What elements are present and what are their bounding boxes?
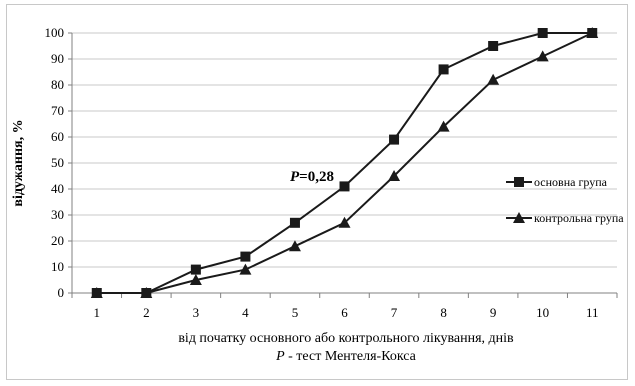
series-2-point-4 bbox=[239, 263, 252, 275]
y-tick-90: 90 bbox=[51, 51, 64, 66]
y-tick-100: 100 bbox=[45, 25, 65, 40]
series-1-point-5 bbox=[289, 217, 300, 228]
y-tick-labels: 0 10 20 30 40 50 60 70 80 90 100 bbox=[45, 25, 65, 300]
p-value-italic: P bbox=[290, 169, 300, 185]
series-2 bbox=[90, 27, 599, 298]
series-2-point-7 bbox=[388, 170, 401, 181]
p-value-text: =0,28 bbox=[299, 169, 334, 185]
x-tick-4: 4 bbox=[242, 305, 249, 320]
x-tick-labels: 1 2 3 4 5 6 7 8 9 10 11 bbox=[94, 305, 599, 320]
y-tick-0: 0 bbox=[58, 285, 65, 300]
series-2-point-1 bbox=[90, 287, 103, 298]
legend-marker-2 bbox=[513, 212, 525, 223]
series-2-point-8 bbox=[437, 120, 450, 132]
x-tick-9: 9 bbox=[490, 305, 497, 320]
x-tick-10: 10 bbox=[536, 305, 549, 320]
legend: основна група контрольна група bbox=[506, 175, 624, 225]
x-tick-5: 5 bbox=[292, 305, 299, 320]
x-tick-2: 2 bbox=[143, 305, 150, 320]
x-axis-label: від початку основного або контрольного л… bbox=[178, 331, 514, 346]
series-2-point-2 bbox=[140, 287, 153, 298]
x-axis-sublabel-italic: P bbox=[275, 349, 285, 364]
y-tick-50: 50 bbox=[51, 155, 64, 170]
series-2-point-10 bbox=[536, 50, 549, 62]
y-axis-label: відужання, % bbox=[11, 119, 26, 206]
x-tick-7: 7 bbox=[391, 305, 398, 320]
series-1-point-10 bbox=[537, 28, 548, 38]
series-1-point-4 bbox=[240, 251, 251, 262]
series-1-point-3 bbox=[190, 264, 201, 275]
y-tick-40: 40 bbox=[51, 181, 64, 196]
series-2-point-9 bbox=[487, 73, 500, 85]
grid-lines bbox=[72, 32, 617, 268]
p-value-annotation: P=0,28 bbox=[290, 169, 334, 185]
x-axis-sublabel: P - тест Ментеля-Кокса bbox=[275, 349, 417, 364]
series-1-point-7 bbox=[389, 134, 400, 145]
y-tick-70: 70 bbox=[51, 103, 64, 118]
series-1-point-6 bbox=[339, 181, 350, 192]
series-group bbox=[90, 27, 599, 298]
series-1-point-9 bbox=[488, 41, 499, 51]
legend-marker-1 bbox=[514, 177, 524, 187]
x-tick-6: 6 bbox=[341, 305, 348, 320]
y-tick-20: 20 bbox=[51, 233, 64, 248]
series-2-point-11 bbox=[586, 27, 599, 38]
y-tick-60: 60 bbox=[51, 129, 64, 144]
series-2-point-3 bbox=[189, 274, 202, 285]
legend-item-1: основна група bbox=[506, 175, 608, 189]
series-1-point-8 bbox=[438, 64, 449, 75]
x-axis-sublabel-rest: - тест Ментеля-Кокса bbox=[285, 349, 417, 364]
legend-item-2: контрольна група bbox=[506, 211, 624, 225]
legend-label-2: контрольна група bbox=[534, 211, 624, 225]
x-tick-11: 11 bbox=[586, 305, 599, 320]
axes bbox=[68, 32, 618, 298]
x-tick-1: 1 bbox=[94, 305, 101, 320]
x-tick-8: 8 bbox=[440, 305, 447, 320]
y-tick-30: 30 bbox=[51, 207, 64, 222]
chart-frame bbox=[6, 4, 628, 380]
x-tick-3: 3 bbox=[193, 305, 200, 320]
legend-label-1: основна група bbox=[534, 175, 608, 189]
y-tick-80: 80 bbox=[51, 77, 64, 92]
series-2-point-6 bbox=[338, 216, 351, 228]
y-tick-10: 10 bbox=[51, 259, 64, 274]
series-2-point-5 bbox=[288, 240, 301, 252]
